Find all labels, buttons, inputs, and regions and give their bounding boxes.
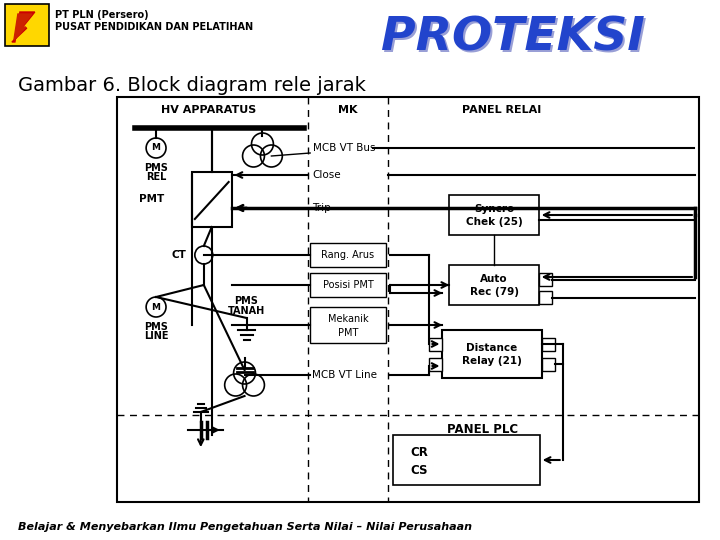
Bar	[449, 195, 539, 235]
Bar	[310, 243, 386, 267]
Text: MCB VT Bus: MCB VT Bus	[313, 143, 376, 153]
Text: CT: CT	[171, 250, 186, 260]
Bar	[192, 172, 232, 227]
Text: MK: MK	[338, 105, 358, 115]
Bar	[539, 291, 552, 304]
Bar	[429, 358, 442, 371]
Text: PMS: PMS	[235, 296, 258, 306]
Text: PT PLN (Persero): PT PLN (Persero)	[55, 10, 148, 20]
Text: TANAH: TANAH	[228, 306, 265, 316]
Text: Relay (21): Relay (21)	[462, 356, 522, 366]
Text: REL: REL	[146, 172, 166, 182]
Text: M: M	[152, 144, 161, 152]
Text: MCB VT Line: MCB VT Line	[312, 370, 377, 380]
Text: PMT: PMT	[338, 328, 358, 338]
Text: M: M	[152, 302, 161, 312]
Text: PROTEKSI: PROTEKSI	[383, 17, 647, 63]
Bar	[449, 265, 539, 305]
Text: CS: CS	[410, 463, 428, 476]
Text: CR: CR	[410, 446, 428, 458]
Text: Syncro: Syncro	[474, 204, 514, 214]
Bar	[541, 358, 554, 371]
Bar	[541, 338, 554, 351]
Text: Mekanik: Mekanik	[328, 314, 368, 324]
Text: Rang. Arus: Rang. Arus	[321, 250, 374, 260]
Bar	[310, 273, 386, 297]
Text: PMS: PMS	[144, 322, 168, 332]
Text: Trip: Trip	[312, 203, 331, 213]
Text: Gambar 6. Block diagram rele jarak: Gambar 6. Block diagram rele jarak	[18, 76, 366, 95]
Text: HV APPARATUS: HV APPARATUS	[161, 105, 256, 115]
Bar	[5, 4, 49, 46]
Text: PROTEKSI: PROTEKSI	[381, 16, 644, 60]
Text: Rec (79): Rec (79)	[469, 287, 518, 297]
Text: PANEL PLC: PANEL PLC	[446, 423, 518, 436]
Text: Auto: Auto	[480, 274, 508, 284]
Text: PUSAT PENDIDIKAN DAN PELATIHAN: PUSAT PENDIDIKAN DAN PELATIHAN	[55, 22, 253, 32]
Bar	[117, 97, 699, 502]
Text: Distance: Distance	[467, 343, 518, 353]
Text: LINE: LINE	[144, 331, 168, 341]
Text: PMT: PMT	[139, 194, 164, 205]
Bar	[442, 330, 541, 378]
Text: Chek (25): Chek (25)	[466, 217, 523, 227]
Bar	[539, 273, 552, 286]
Text: Close: Close	[312, 170, 341, 180]
Text: Belajar & Menyebarkan Ilmu Pengetahuan Serta Nilai – Nilai Perusahaan: Belajar & Menyebarkan Ilmu Pengetahuan S…	[18, 522, 472, 532]
Text: PANEL RELAI: PANEL RELAI	[462, 105, 541, 115]
Bar	[310, 307, 386, 343]
Bar	[392, 435, 540, 485]
Polygon shape	[12, 12, 35, 42]
Polygon shape	[14, 14, 32, 40]
Text: PMS: PMS	[144, 163, 168, 173]
Bar	[429, 338, 442, 351]
Text: Posisi PMT: Posisi PMT	[323, 280, 373, 290]
